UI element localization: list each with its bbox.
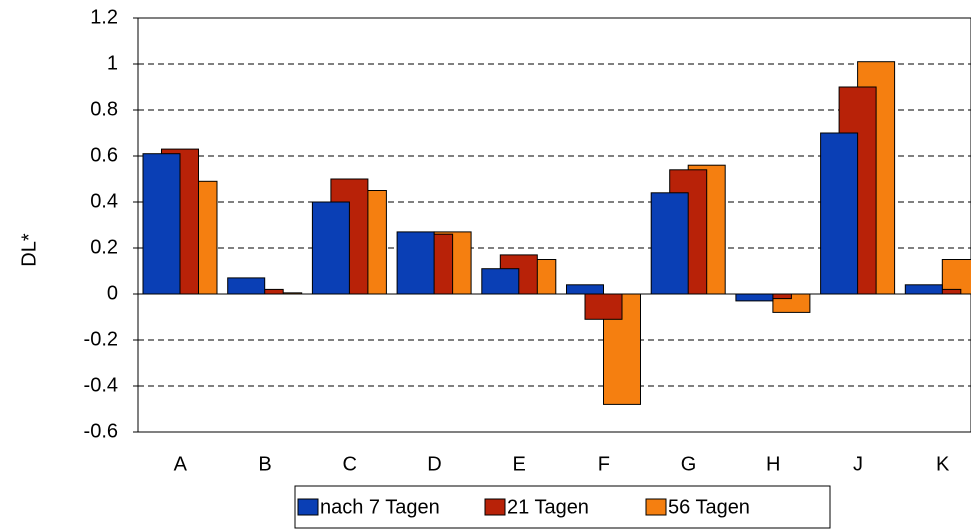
y-axis-label: DL*	[18, 233, 40, 267]
bar	[142, 153, 181, 295]
legend-swatch	[484, 498, 506, 516]
x-tick-label: G	[681, 453, 697, 475]
legend-label: nach 7 Tagen	[320, 496, 440, 518]
y-tick-label: 0.2	[90, 236, 118, 258]
y-tick-label: 0	[107, 282, 118, 304]
y-tick-label: 0.4	[90, 190, 118, 212]
x-tick-label: J	[853, 453, 863, 475]
bar	[481, 268, 520, 295]
x-tick-label: C	[343, 453, 357, 475]
bar	[941, 259, 971, 295]
x-tick-label: K	[936, 453, 950, 475]
legend-swatch	[645, 498, 667, 516]
legend-box	[294, 485, 831, 529]
bar	[904, 284, 943, 295]
bar	[396, 231, 435, 295]
x-tick-label: F	[598, 453, 610, 475]
bar	[735, 293, 774, 302]
x-tick-label: E	[512, 453, 525, 475]
y-tick-label: -0.4	[84, 374, 118, 396]
x-tick-label: D	[427, 453, 441, 475]
x-tick-label: H	[766, 453, 780, 475]
bar	[650, 192, 689, 295]
bar	[311, 201, 350, 295]
bar	[820, 132, 859, 295]
bar	[566, 284, 604, 295]
y-tick-label: 0.6	[90, 144, 118, 166]
legend-swatch	[297, 498, 319, 516]
legend-label: 56 Tagen	[668, 496, 750, 518]
x-tick-label: B	[258, 453, 271, 475]
plot-frame	[137, 17, 971, 433]
legend-label: 21 Tagen	[507, 496, 589, 518]
y-tick-label: 0.8	[90, 98, 118, 120]
y-tick-label: 1	[107, 52, 118, 74]
y-tick-label: -0.6	[84, 420, 118, 442]
bar	[227, 277, 266, 295]
x-tick-label: A	[174, 453, 188, 475]
y-tick-label: 1.2	[90, 6, 118, 28]
bar	[584, 293, 623, 320]
y-tick-label: -0.2	[84, 328, 118, 350]
